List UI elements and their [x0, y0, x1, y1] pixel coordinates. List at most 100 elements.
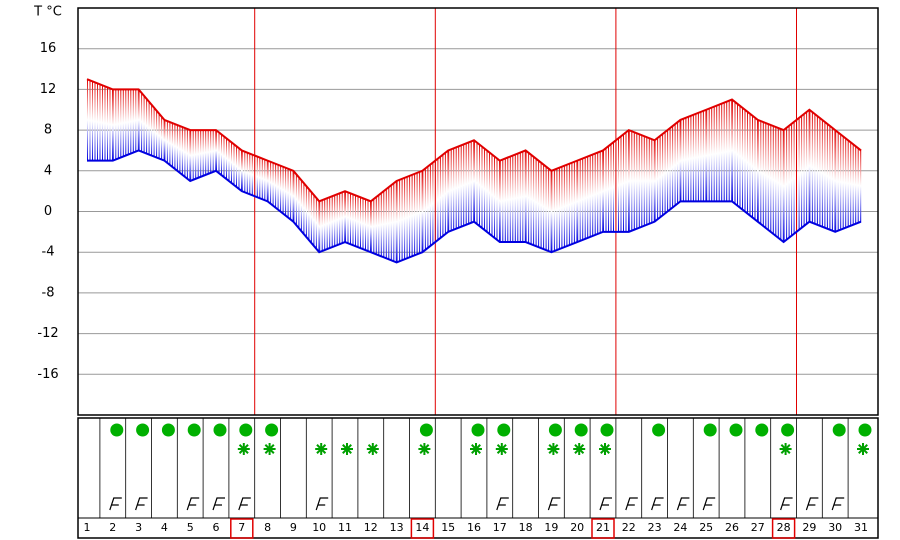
- hatch: [221, 134, 222, 175]
- hatch: [290, 169, 292, 220]
- hatch: [321, 200, 323, 252]
- clear-icon: [652, 423, 666, 437]
- hatch: [479, 144, 480, 226]
- hatch: [135, 89, 137, 152]
- clear-icon: [161, 423, 175, 437]
- hatch: [563, 165, 565, 248]
- hatch: [592, 154, 594, 237]
- hatch: [767, 123, 769, 230]
- hatch: [770, 124, 772, 232]
- hatch: [566, 164, 568, 247]
- hatch: [680, 119, 682, 202]
- snow-icon: [366, 443, 379, 455]
- x-tick-label: 11: [338, 521, 352, 534]
- hatch: [711, 107, 713, 202]
- hatch: [267, 160, 269, 202]
- hatch: [747, 111, 748, 214]
- hatch: [270, 161, 272, 204]
- hatch: [138, 89, 140, 151]
- hatch: [525, 150, 527, 243]
- hatch: [303, 182, 305, 234]
- hatch: [146, 98, 148, 154]
- hatch: [777, 127, 779, 238]
- hatch: [594, 153, 596, 236]
- hatch: [519, 152, 521, 243]
- hatch: [344, 191, 346, 243]
- hatch: [315, 197, 317, 249]
- hatch: [383, 191, 385, 258]
- hatch: [293, 170, 295, 222]
- x-tick-label: 25: [699, 521, 713, 534]
- hatch: [845, 137, 847, 228]
- hatch: [788, 126, 790, 239]
- hatch: [798, 118, 800, 231]
- hatch: [125, 89, 127, 156]
- snow-icon: [237, 443, 250, 455]
- hatch: [370, 201, 372, 253]
- hatch: [244, 151, 246, 193]
- hatch: [509, 156, 511, 243]
- hatch: [362, 198, 364, 249]
- hatch: [829, 125, 831, 230]
- x-tick-label: 19: [544, 521, 558, 534]
- hatch: [347, 192, 349, 244]
- hatch: [241, 149, 242, 191]
- hatch: [266, 160, 268, 202]
- hatch: [414, 174, 416, 256]
- hatch: [502, 159, 504, 243]
- hatch: [685, 117, 687, 202]
- hatch: [664, 132, 666, 214]
- hatch: [164, 119, 166, 161]
- hatch: [228, 139, 230, 181]
- hatch: [109, 88, 111, 161]
- series-line: [86, 78, 862, 203]
- x-tick-label: 2: [109, 521, 116, 534]
- hatch: [855, 145, 857, 224]
- hatch: [137, 89, 139, 151]
- hatch: [496, 158, 498, 240]
- hatch: [280, 165, 282, 212]
- hatch: [419, 172, 421, 254]
- y-tick-label: 16: [40, 41, 57, 56]
- y-tick-label: 12: [40, 82, 57, 97]
- hatch: [470, 141, 472, 223]
- hatch: [721, 103, 723, 202]
- y-tick-label: -12: [37, 326, 58, 341]
- hatch: [726, 101, 728, 202]
- hatch: [708, 108, 710, 202]
- hatch: [339, 193, 341, 245]
- hatch: [752, 115, 753, 218]
- hatch: [633, 132, 635, 230]
- x-tick-label: 15: [441, 521, 455, 534]
- hatch: [367, 200, 369, 251]
- hatch: [174, 123, 176, 169]
- hatch: [524, 150, 526, 243]
- hatch: [643, 136, 645, 226]
- x-tick-label: 16: [467, 521, 481, 534]
- hatch: [646, 137, 648, 225]
- hatch: [499, 160, 501, 243]
- hatch: [401, 179, 403, 261]
- hatch: [427, 166, 429, 249]
- hatch: [127, 89, 129, 155]
- hatch: [486, 150, 488, 232]
- hatch: [334, 195, 336, 247]
- hatch: [395, 181, 397, 263]
- hatch: [550, 170, 552, 252]
- wind-icon: [780, 497, 793, 511]
- highlighted-day-box: [230, 518, 254, 539]
- hatch: [803, 114, 805, 227]
- hatch: [638, 134, 640, 228]
- hatch: [190, 130, 192, 181]
- hatch: [450, 149, 452, 231]
- wind-icon: [805, 497, 819, 511]
- x-tick-label: 13: [390, 521, 404, 534]
- clear-icon: [239, 423, 253, 437]
- hatch: [184, 127, 186, 177]
- hatch: [765, 122, 767, 228]
- y-tick-label: -4: [42, 245, 55, 260]
- hatch: [533, 156, 535, 245]
- clear-icon: [858, 423, 872, 437]
- hatch: [171, 122, 173, 167]
- hatch: [625, 132, 627, 232]
